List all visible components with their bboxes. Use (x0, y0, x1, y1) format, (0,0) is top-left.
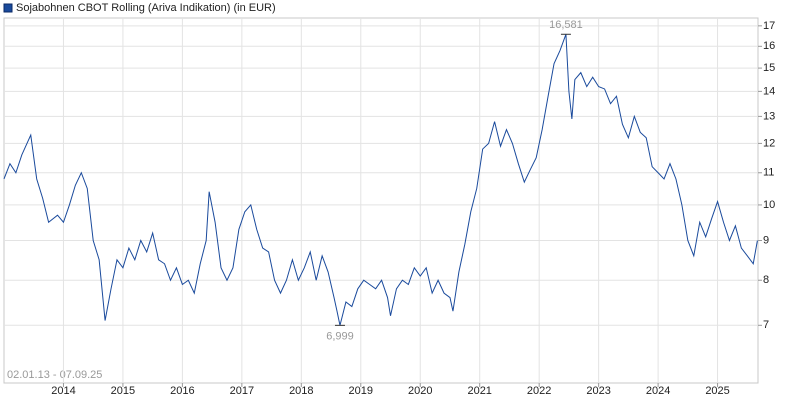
value-label: 16,581 (549, 19, 583, 31)
x-tick-label: 2023 (586, 385, 610, 397)
x-tick-label: 2019 (349, 385, 373, 397)
y-tick-label: 11 (763, 167, 774, 179)
x-tick-label: 2021 (467, 385, 491, 397)
y-tick-label: 15 (763, 62, 775, 74)
value-label: 6,999 (326, 330, 354, 342)
x-tick-label: 2014 (51, 385, 75, 397)
y-tick-label: 17 (763, 20, 775, 32)
x-tick-label: 2020 (408, 385, 432, 397)
legend-label: Sojabohnen CBOT Rolling (Ariva Indikatio… (16, 2, 276, 14)
y-tick-label: 10 (763, 199, 775, 211)
line-series (3, 34, 758, 326)
y-tick-label: 13 (763, 110, 775, 122)
y-tick-label: 14 (763, 85, 775, 97)
x-tick-label: 2016 (170, 385, 194, 397)
date-range: 02.01.13 - 07.09.25 (7, 369, 102, 381)
legend-swatch (3, 3, 13, 13)
y-tick-label: 16 (763, 40, 775, 52)
y-tick-label: 7 (763, 319, 769, 331)
x-tick-label: 2022 (527, 385, 551, 397)
x-tick-label: 2017 (230, 385, 254, 397)
x-tick-label: 2018 (289, 385, 313, 397)
x-tick-label: 2015 (111, 385, 135, 397)
plot-frame (3, 17, 759, 384)
x-tick-label: 2025 (705, 385, 729, 397)
x-tick-label: 2024 (646, 385, 670, 397)
y-tick-label: 8 (763, 274, 769, 286)
y-tick-label: 12 (763, 137, 775, 149)
y-tick-label: 9 (763, 234, 769, 246)
